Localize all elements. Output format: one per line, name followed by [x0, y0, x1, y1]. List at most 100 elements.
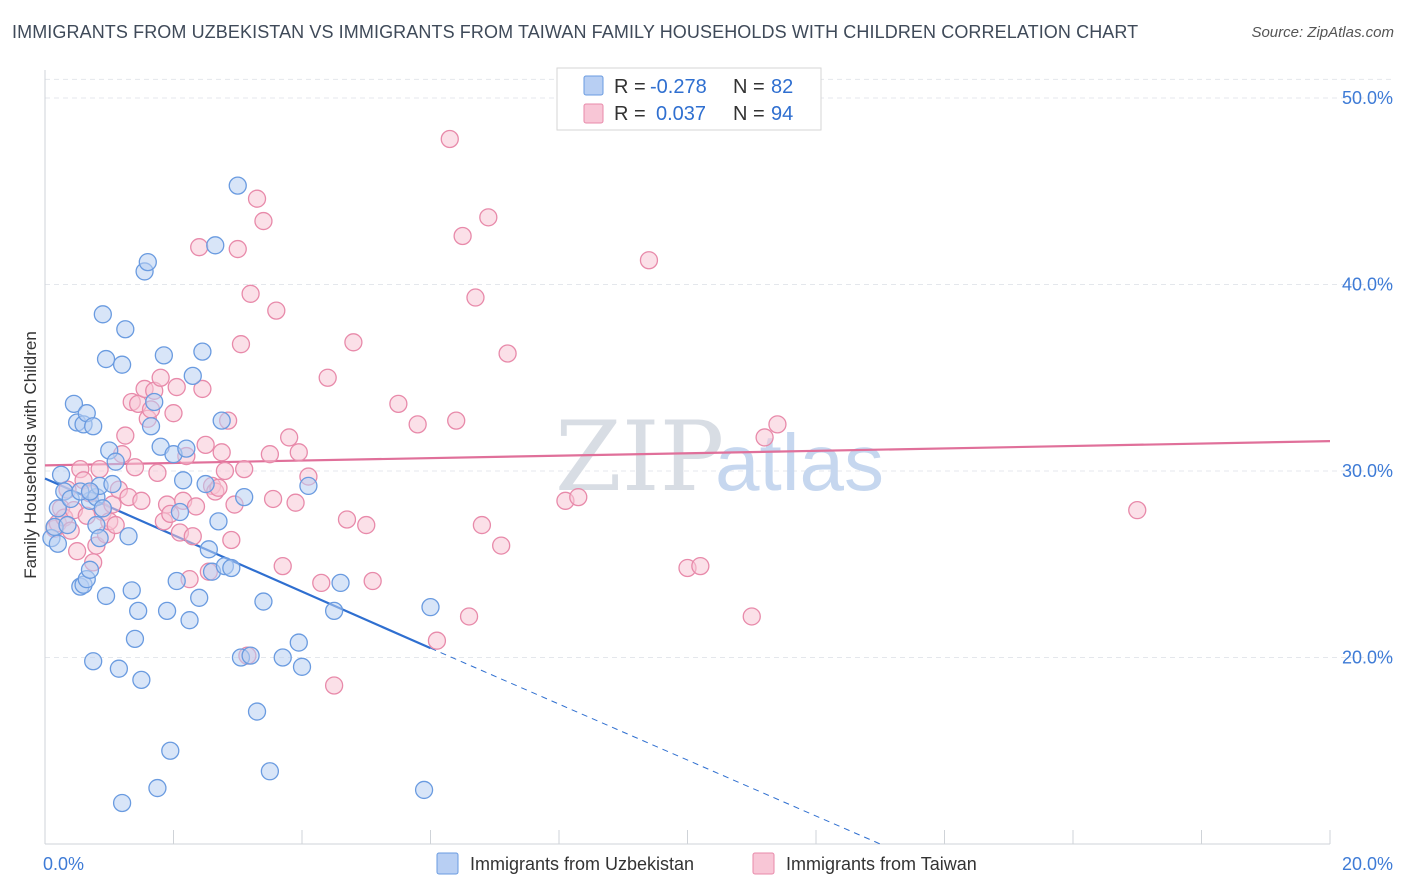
bottom-legend-swatch-uzbekistan: [436, 852, 459, 875]
point-taiwan: [186, 497, 206, 516]
point-uzbekistan: [254, 592, 273, 611]
point-uzbekistan: [112, 355, 132, 374]
point-taiwan: [498, 344, 517, 363]
point-taiwan: [125, 458, 145, 477]
legend-n-label-uzbekistan: N =: [733, 76, 765, 98]
point-taiwan: [472, 515, 492, 535]
trend-line-uzbekistan-extrapolated: [430, 647, 881, 845]
point-uzbekistan: [241, 646, 260, 665]
point-uzbekistan: [48, 499, 67, 518]
point-taiwan: [466, 288, 485, 307]
point-uzbekistan: [170, 502, 190, 522]
bottom-legend-swatch-taiwan: [752, 852, 775, 875]
point-taiwan: [183, 527, 202, 546]
chart-title: IMMIGRANTS FROM UZBEKISTAN VS IMMIGRANTS…: [12, 22, 1139, 42]
point-uzbekistan: [414, 780, 434, 800]
point-uzbekistan: [96, 586, 116, 606]
point-uzbekistan: [119, 527, 138, 546]
legend-r-label-taiwan: R =: [614, 103, 646, 125]
point-taiwan: [254, 211, 273, 231]
point-taiwan: [768, 415, 787, 434]
point-taiwan: [742, 607, 761, 626]
point-taiwan: [228, 239, 247, 259]
point-taiwan: [132, 491, 151, 510]
point-taiwan: [247, 189, 267, 208]
point-taiwan: [67, 542, 87, 561]
legend-r-label-uzbekistan: R =: [614, 76, 646, 98]
point-uzbekistan: [206, 236, 225, 255]
point-taiwan: [357, 515, 376, 535]
point-uzbekistan: [103, 474, 122, 494]
point-taiwan: [324, 676, 344, 695]
point-uzbekistan: [331, 573, 350, 593]
point-taiwan: [459, 607, 479, 626]
point-uzbekistan: [80, 560, 100, 579]
point-uzbekistan: [212, 411, 231, 430]
y-tick-label: 40.0%: [1342, 274, 1393, 294]
bottom-legend-label-uzbekistan: Immigrants from Uzbekistan: [470, 854, 694, 874]
y-tick-label: 50.0%: [1342, 88, 1393, 108]
point-uzbekistan: [84, 417, 103, 436]
legend-r-value-taiwan: 0.037: [656, 103, 706, 125]
point-uzbekistan: [122, 581, 141, 600]
point-uzbekistan: [167, 571, 186, 591]
point-uzbekistan: [145, 392, 164, 412]
legend-swatch-uzbekistan: [583, 75, 604, 96]
bottom-legend: Immigrants from Uzbekistan Immigrants fr…: [436, 852, 977, 875]
legend-swatch-taiwan: [583, 103, 604, 124]
point-taiwan: [755, 428, 774, 447]
point-uzbekistan: [190, 588, 209, 607]
point-taiwan: [318, 368, 337, 387]
y-tick-labels: 20.0% 30.0% 40.0% 50.0%: [1342, 88, 1393, 668]
watermark-atlas: atlas: [715, 418, 884, 507]
point-uzbekistan: [106, 452, 125, 471]
point-taiwan: [479, 208, 498, 227]
point-uzbekistan: [228, 176, 247, 195]
point-uzbekistan: [421, 597, 440, 617]
bottom-legend-label-taiwan: Immigrants from Taiwan: [786, 854, 977, 874]
point-uzbekistan: [324, 601, 344, 621]
point-uzbekistan: [80, 482, 100, 501]
point-uzbekistan: [193, 342, 212, 361]
point-uzbekistan: [177, 439, 196, 458]
point-taiwan: [190, 238, 209, 257]
stats-legend: R = -0.278 N = 82 R = 0.037 N = 94: [556, 67, 822, 131]
point-taiwan: [408, 415, 427, 434]
x-tick-labels: 0.0% 20.0%: [43, 854, 1393, 874]
point-uzbekistan: [173, 471, 193, 490]
point-taiwan: [231, 335, 251, 354]
point-uzbekistan: [235, 487, 254, 507]
point-taiwan: [312, 573, 331, 593]
point-uzbekistan: [154, 346, 174, 365]
point-uzbekistan: [138, 252, 157, 272]
trend-line-taiwan: [44, 440, 1331, 467]
point-uzbekistan: [109, 659, 129, 678]
point-uzbekistan: [90, 528, 109, 548]
y-tick-label: 30.0%: [1342, 461, 1393, 481]
point-uzbekistan: [96, 349, 116, 369]
point-uzbekistan: [64, 394, 84, 413]
point-taiwan: [440, 129, 459, 149]
point-taiwan: [196, 435, 215, 455]
point-uzbekistan: [292, 657, 312, 676]
point-taiwan: [569, 487, 588, 507]
point-uzbekistan: [141, 417, 161, 436]
point-taiwan: [212, 443, 231, 462]
point-taiwan: [215, 461, 235, 481]
y-axis-label: Family Households with Children: [21, 331, 40, 579]
point-taiwan: [151, 368, 170, 387]
point-uzbekistan: [84, 652, 103, 671]
point-uzbekistan: [260, 762, 280, 781]
point-taiwan: [344, 333, 363, 352]
point-taiwan: [337, 510, 357, 529]
chart-source: Source: ZipAtlas.com: [1251, 24, 1394, 41]
point-taiwan: [235, 459, 254, 479]
point-taiwan: [492, 536, 511, 555]
point-taiwan: [106, 515, 125, 535]
point-uzbekistan: [51, 465, 71, 484]
point-uzbekistan: [222, 558, 241, 578]
point-taiwan: [164, 404, 183, 423]
legend-n-value-uzbekistan: 82: [771, 76, 793, 98]
x-tick-label: 20.0%: [1342, 854, 1393, 874]
